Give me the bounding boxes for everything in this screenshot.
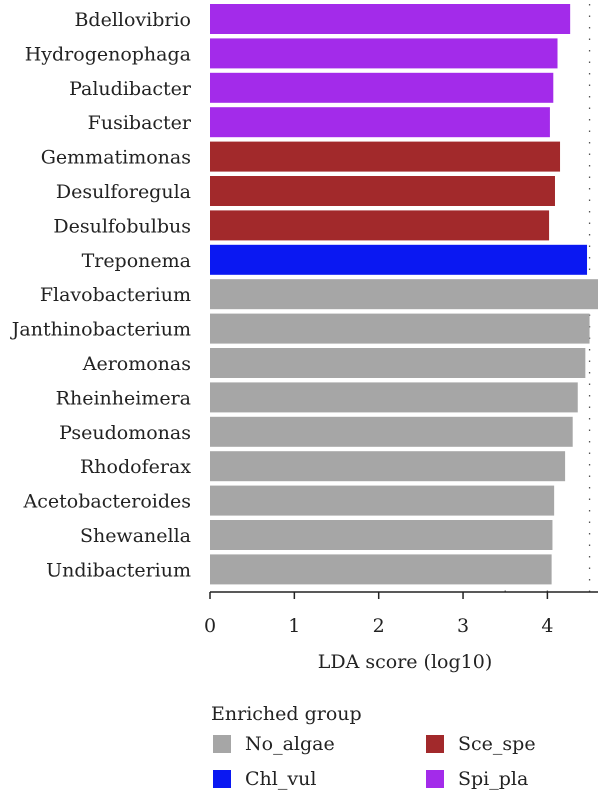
bar-fusibacter (210, 107, 550, 138)
x-tick-label: 1 (288, 615, 300, 637)
legend-title: Enriched group (211, 703, 362, 725)
bar-treponema (210, 244, 588, 275)
category-label-treponema: Treponema (82, 250, 191, 272)
category-label-aeromonas: Aeromonas (82, 353, 191, 375)
category-label-rheinheimera: Rheinheimera (56, 387, 191, 409)
category-label-paludibacter: Paludibacter (69, 78, 192, 100)
category-label-janthinobacterium: Janthinobacterium (10, 319, 191, 341)
x-tick-label: 4 (541, 615, 553, 637)
bar-acetobacteroides (210, 485, 555, 516)
legend-item-sce-spe: Sce_spe (426, 733, 536, 755)
legend-item-no-algae: No_algae (213, 733, 335, 755)
legend-swatch-no-algae (213, 735, 231, 753)
category-label-desulfobulbus: Desulfobulbus (53, 215, 191, 237)
bar-pseudomonas (210, 416, 573, 447)
legend-label-no-algae: No_algae (245, 733, 335, 755)
bar-undibacterium (210, 554, 552, 585)
x-tick-label: 3 (457, 615, 469, 637)
category-label-layer: Bdellovibrio Hydrogenophaga Paludibacter Fu… (10, 9, 192, 581)
category-label-shewanella: Shewanella (80, 525, 191, 547)
category-label-rhodoferax: Rhodoferax (80, 456, 191, 478)
bar-hydrogenophaga (210, 38, 558, 69)
bar-gemmatimonas (210, 141, 561, 172)
bar-layer (210, 4, 598, 585)
bar-desulforegula (210, 176, 555, 206)
x-axis-title: LDA score (log10) (318, 651, 493, 673)
bar-shewanella (210, 520, 553, 550)
legend-swatch-chl-vul (213, 770, 231, 788)
category-label-pseudomonas: Pseudomonas (59, 422, 191, 444)
category-label-gemmatimonas: Gemmatimonas (41, 147, 191, 169)
legend-item-spi-pla: Spi_pla (426, 768, 528, 790)
bar-rhodoferax (210, 451, 566, 482)
bar-bdellovibrio (210, 4, 571, 34)
legend-swatch-sce-spe (426, 735, 444, 753)
bar-flavobacterium (210, 279, 598, 310)
category-label-undibacterium: Undibacterium (46, 559, 191, 581)
category-label-bdellovibrio: Bdellovibrio (74, 9, 191, 31)
category-label-fusibacter: Fusibacter (88, 112, 192, 134)
x-tick-label: 0 (204, 615, 216, 637)
legend-label-sce-spe: Sce_spe (458, 733, 536, 755)
category-label-acetobacteroides: Acetobacteroides (23, 491, 191, 513)
legend-item-chl-vul: Chl_vul (213, 768, 316, 790)
x-tick-label: 2 (373, 615, 385, 637)
legend-label-spi-pla: Spi_pla (458, 768, 529, 790)
bar-desulfobulbus (210, 210, 550, 241)
category-label-hydrogenophaga: Hydrogenophaga (25, 43, 191, 65)
legend-label-chl-vul: Chl_vul (245, 768, 317, 790)
bar-janthinobacterium (210, 313, 590, 344)
category-label-desulforegula: Desulforegula (56, 181, 191, 203)
lda-bar-chart: Bdellovibrio Hydrogenophaga Paludibacter Fu… (10, 4, 598, 673)
bar-paludibacter (210, 72, 554, 103)
bar-rheinheimera (210, 382, 578, 413)
legend-swatch-spi-pla (426, 770, 444, 788)
category-label-flavobacterium: Flavobacterium (40, 284, 191, 306)
bar-aeromonas (210, 348, 586, 378)
x-axis: 0 1 2 3 4 (204, 591, 598, 637)
